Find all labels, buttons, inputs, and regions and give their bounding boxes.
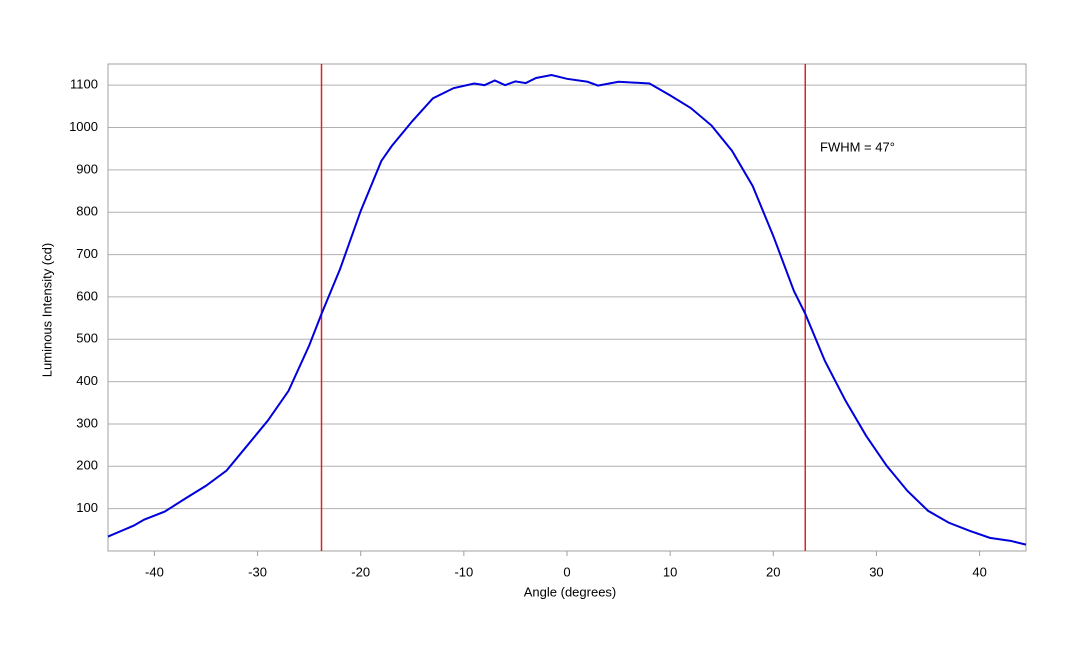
plot-border xyxy=(107,63,1027,552)
x-tick-label: 30 xyxy=(869,564,883,579)
y-tick-label: 300 xyxy=(76,415,98,430)
x-tick-label: 10 xyxy=(663,564,677,579)
x-tick-label: 40 xyxy=(972,564,986,579)
y-axis-label: Luminous Intensity (cd) xyxy=(39,243,54,377)
x-tick-label: 0 xyxy=(563,564,570,579)
y-tick-label: 1100 xyxy=(70,77,98,92)
y-tick-label: 1000 xyxy=(69,119,98,134)
x-tick-label: -30 xyxy=(248,564,267,579)
x-tick-label: -40 xyxy=(145,564,164,579)
annotation: FWHM = 47° xyxy=(820,139,895,154)
y-tick-label: 600 xyxy=(76,288,98,303)
x-tick-label: 20 xyxy=(766,564,780,579)
y-tick-label: 900 xyxy=(76,161,98,176)
x-axis-label: Angle (degrees) xyxy=(524,584,617,599)
x-tick-label: -10 xyxy=(454,564,473,579)
y-tick-label: 100 xyxy=(76,500,98,515)
y-tick-label: 400 xyxy=(76,373,98,388)
line-series xyxy=(107,73,1027,546)
x-tick-label: -20 xyxy=(351,564,370,579)
y-tick-label: 500 xyxy=(76,331,98,346)
y-tick-label: 800 xyxy=(76,204,98,219)
y-tick-label: 700 xyxy=(76,246,98,261)
y-tick-label: 200 xyxy=(76,458,98,473)
